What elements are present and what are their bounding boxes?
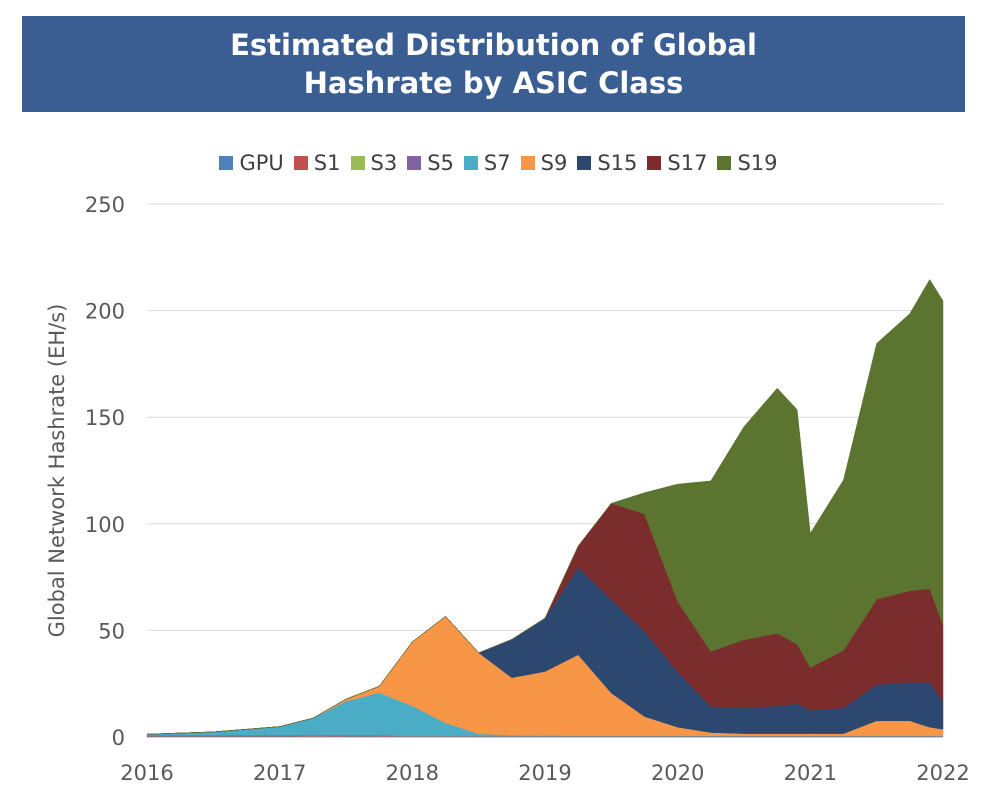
legend-swatch xyxy=(219,156,234,170)
legend-item-s19: S19 xyxy=(717,151,778,175)
legend-swatch xyxy=(293,156,308,170)
legend-item-s17: S17 xyxy=(647,151,707,175)
legend-label: S17 xyxy=(667,151,708,175)
title-banner: Estimated Distribution of Global Hashrat… xyxy=(22,16,965,112)
legend-swatch xyxy=(463,156,478,170)
legend-label: S7 xyxy=(483,151,511,175)
x-tick-label: 2019 xyxy=(518,761,571,785)
legend-swatch xyxy=(407,156,422,170)
legend-item-s15: S15 xyxy=(577,151,637,175)
legend-swatch xyxy=(577,156,592,170)
legend-item-gpu: GPU xyxy=(219,151,284,175)
chart-title: Estimated Distribution of Global Hashrat… xyxy=(230,28,757,100)
legend-label: S15 xyxy=(597,151,638,175)
x-tick-label: 2017 xyxy=(253,761,306,785)
x-tick-label: 2020 xyxy=(651,761,704,785)
legend-swatch xyxy=(717,156,732,170)
legend-label: S19 xyxy=(737,151,778,175)
legend-label: S5 xyxy=(427,151,454,175)
x-tick-label: 2016 xyxy=(120,761,173,785)
legend-label: S3 xyxy=(370,151,398,175)
legend-label: GPU xyxy=(239,151,284,175)
legend-swatch xyxy=(647,156,662,170)
stacked-areas xyxy=(146,279,944,738)
legend-swatch xyxy=(520,156,535,170)
x-tick-label: 2018 xyxy=(386,761,439,785)
legend-swatch xyxy=(350,156,365,170)
legend-label: S9 xyxy=(540,151,568,175)
legend-label: S1 xyxy=(313,151,341,175)
chart-legend: GPU S1 S3 S5 S7 S9 S15 S17 S19 xyxy=(0,148,997,178)
legend-item-s1: S1 xyxy=(293,151,341,175)
legend-item-s3: S3 xyxy=(350,151,398,175)
y-tick-label: 200 xyxy=(85,300,125,324)
legend-item-s7: S7 xyxy=(463,151,511,175)
y-tick-label: 150 xyxy=(85,406,125,430)
legend-item-s5: S5 xyxy=(407,151,454,175)
y-tick-label: 0 xyxy=(112,726,125,750)
legend-item-s9: S9 xyxy=(520,151,568,175)
y-tick-label: 250 xyxy=(85,193,125,217)
y-tick-label: 100 xyxy=(85,513,125,537)
y-tick-label: 50 xyxy=(98,619,125,643)
x-tick-label: 2022 xyxy=(916,761,969,785)
x-tick-label: 2021 xyxy=(784,761,837,785)
y-axis-label: Global Network Hashrate (EH/s) xyxy=(45,304,69,638)
area-series-s19 xyxy=(146,279,944,735)
